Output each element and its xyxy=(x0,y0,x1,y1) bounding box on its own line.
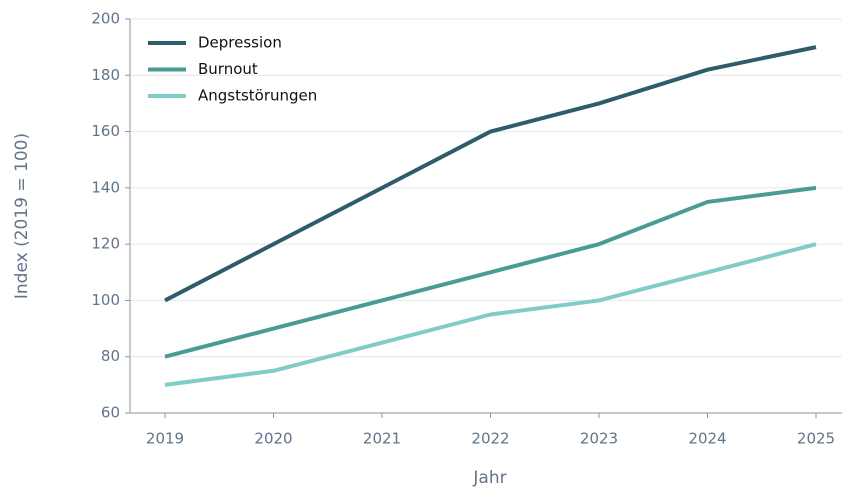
line xyxy=(164,45,817,303)
y-tick-label: 80 xyxy=(101,347,120,365)
y-axis-label: Index (2019 = 100) xyxy=(12,133,32,299)
x-tick-label: 2024 xyxy=(688,430,726,448)
x-tick-label: 2025 xyxy=(797,430,835,448)
legend-label: Burnout xyxy=(198,60,258,78)
y-tick-label: 100 xyxy=(91,291,120,309)
x-tick-label: 2020 xyxy=(254,430,292,448)
y-tick-label: 120 xyxy=(91,235,120,253)
x-tick-label: 2022 xyxy=(471,430,509,448)
legend-label: Angststörungen xyxy=(198,87,317,105)
y-tick-label: 180 xyxy=(91,66,120,84)
x-tick-label: 2021 xyxy=(363,430,401,448)
x-axis-label: Jahr xyxy=(472,468,506,488)
x-tick-label: 2019 xyxy=(146,430,184,448)
x-tick-label: 2023 xyxy=(580,430,618,448)
y-tick-label: 60 xyxy=(101,404,120,422)
y-tick-label: 140 xyxy=(91,178,120,196)
line xyxy=(164,242,817,387)
y-tick-label: 200 xyxy=(91,10,120,28)
line xyxy=(164,185,817,359)
legend-label: Depression xyxy=(198,34,282,52)
y-tick-label: 160 xyxy=(91,122,120,140)
